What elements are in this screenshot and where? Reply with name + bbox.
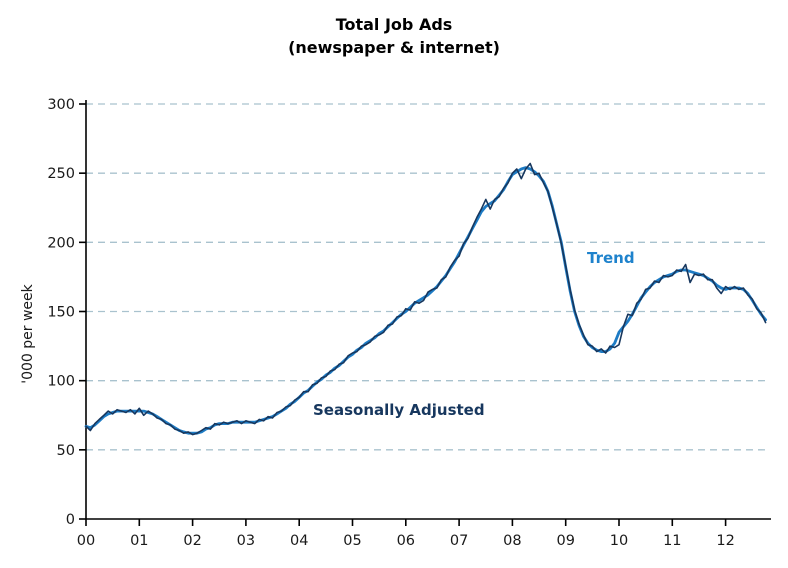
chart-title-line1: Total Job Ads	[335, 15, 453, 34]
y-axis-ticks: 0 50 100 150 200 250 300	[47, 97, 86, 528]
svg-text:03: 03	[237, 533, 255, 549]
svg-text:05: 05	[343, 533, 361, 549]
svg-text:250: 250	[47, 166, 75, 182]
svg-text:08: 08	[503, 533, 521, 549]
svg-text:11: 11	[663, 533, 681, 549]
trend-line	[84, 166, 767, 435]
chart-title-line2: (newspaper & internet)	[288, 38, 500, 58]
svg-text:00: 00	[77, 533, 95, 549]
svg-text:200: 200	[47, 235, 75, 251]
gridlines	[86, 103, 769, 451]
svg-text:10: 10	[610, 533, 628, 549]
svg-text:150: 150	[47, 305, 75, 321]
y-axis-label: '000 per week	[20, 284, 36, 384]
axes	[85, 100, 771, 520]
svg-text:06: 06	[397, 533, 415, 549]
seasonally-adjusted-line	[85, 162, 767, 436]
trend-series-label: Trend	[587, 249, 635, 267]
seasonally-adjusted-series-label: Seasonally Adjusted	[313, 401, 485, 419]
svg-text:07: 07	[450, 533, 468, 549]
chart-title: Total Job Ads (newspaper & internet)	[0, 13, 788, 59]
svg-text:12: 12	[716, 533, 734, 549]
svg-text:09: 09	[556, 533, 574, 549]
svg-text:300: 300	[47, 97, 75, 113]
svg-text:02: 02	[183, 533, 201, 549]
x-axis-ticks: 00 01 02 03 04 05 06 07 08 09 10 11 12	[77, 519, 735, 549]
svg-text:01: 01	[130, 533, 148, 549]
svg-text:100: 100	[47, 374, 75, 390]
svg-text:04: 04	[290, 533, 308, 549]
svg-text:0: 0	[66, 512, 75, 528]
svg-text:50: 50	[57, 443, 75, 459]
